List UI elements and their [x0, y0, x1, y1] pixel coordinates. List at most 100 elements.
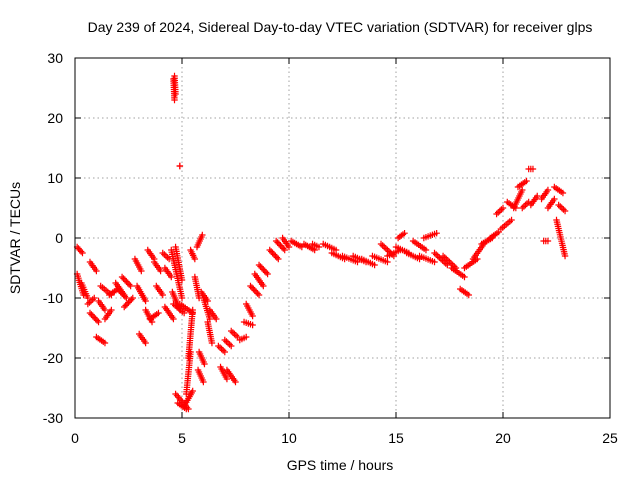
data-segment [272, 237, 288, 254]
axis-ticks: 0 5 10 15 20 25 -30 -20 -10 0 10 20 30 [43, 50, 618, 446]
data-point [379, 242, 386, 249]
data-point [254, 290, 261, 297]
data-segment [247, 282, 263, 299]
data-point [249, 312, 256, 320]
data-point [91, 294, 98, 302]
data-segment [171, 72, 179, 98]
data-segment [251, 270, 267, 290]
data-point [126, 297, 134, 305]
data-point [494, 209, 502, 216]
data-point [461, 273, 468, 281]
data-point [274, 239, 281, 246]
y-axis-label: SDTVAR / TECUs [7, 182, 23, 294]
data-segment [223, 366, 239, 386]
data-point [449, 261, 456, 269]
data-point [168, 273, 175, 281]
data-segment [538, 186, 552, 203]
data-segment [146, 309, 162, 323]
data-point [232, 332, 240, 339]
data-point [258, 264, 266, 272]
data-point [170, 315, 177, 323]
data-point [79, 249, 86, 257]
data-segment [279, 234, 293, 251]
data-segment [394, 230, 408, 242]
data-segment [493, 204, 507, 218]
y-tick-label: -20 [43, 350, 63, 366]
data-point [278, 243, 286, 251]
data-point [431, 249, 438, 257]
data-segment [204, 318, 216, 347]
data-point [371, 261, 378, 269]
x-tick-label: 5 [178, 430, 186, 446]
data-point [95, 318, 102, 326]
y-tick-label: 0 [55, 230, 63, 246]
data-point [92, 315, 99, 323]
data-point [138, 267, 145, 275]
data-segment [215, 342, 228, 356]
data-point [159, 249, 166, 257]
data-segment [101, 306, 115, 323]
data-segment [555, 201, 569, 215]
data-point [498, 206, 505, 213]
data-point [162, 252, 170, 260]
x-tick-label: 25 [602, 430, 618, 446]
grid-lines [75, 58, 610, 418]
data-point [381, 243, 388, 251]
data-segment [133, 282, 149, 305]
data-point [523, 177, 530, 185]
data-point [161, 251, 168, 258]
data-segment [84, 294, 98, 308]
data-segment [527, 192, 541, 209]
data-segment [195, 348, 208, 368]
data-point [508, 216, 515, 224]
data-point [262, 269, 270, 276]
data-segment [150, 258, 164, 275]
data-point [118, 290, 126, 297]
data-segment [121, 294, 136, 311]
data-point [155, 309, 162, 317]
data-point [218, 345, 225, 353]
data-point [260, 266, 267, 273]
data-point [180, 309, 188, 317]
data-point [221, 348, 228, 356]
data-segment [358, 255, 378, 269]
data-point [519, 204, 526, 212]
data-point [273, 254, 281, 261]
data-point [272, 252, 279, 260]
data-segment [416, 252, 438, 266]
data-point [555, 201, 562, 209]
data-point [269, 249, 276, 257]
data-segment [461, 255, 481, 272]
data-point [315, 243, 323, 251]
y-tick-label: -10 [43, 290, 63, 306]
data-point [191, 255, 199, 263]
x-tick-label: 15 [388, 430, 404, 446]
data-segment [448, 264, 468, 281]
data-point [189, 306, 196, 314]
data-point [224, 339, 232, 347]
data-segment [551, 183, 567, 197]
data-point [216, 344, 224, 351]
data-point [200, 378, 207, 386]
data-series [73, 72, 569, 413]
data-segment [86, 309, 102, 326]
data-point [116, 287, 123, 294]
y-tick-label: 10 [47, 170, 63, 186]
data-point [401, 230, 408, 237]
data-segment [170, 300, 188, 317]
data-point [114, 285, 121, 293]
data-point [270, 251, 278, 258]
data-segment [228, 327, 241, 341]
data-segment [255, 261, 271, 278]
data-point [496, 207, 503, 215]
data-segment [409, 237, 430, 254]
data-point [520, 203, 528, 210]
data-point [221, 336, 228, 344]
data-point [215, 342, 222, 350]
data-segment [194, 366, 207, 386]
data-point [164, 254, 171, 261]
data-point [432, 251, 440, 258]
data-point [208, 339, 216, 347]
data-point [93, 317, 101, 324]
data-point [275, 240, 283, 248]
